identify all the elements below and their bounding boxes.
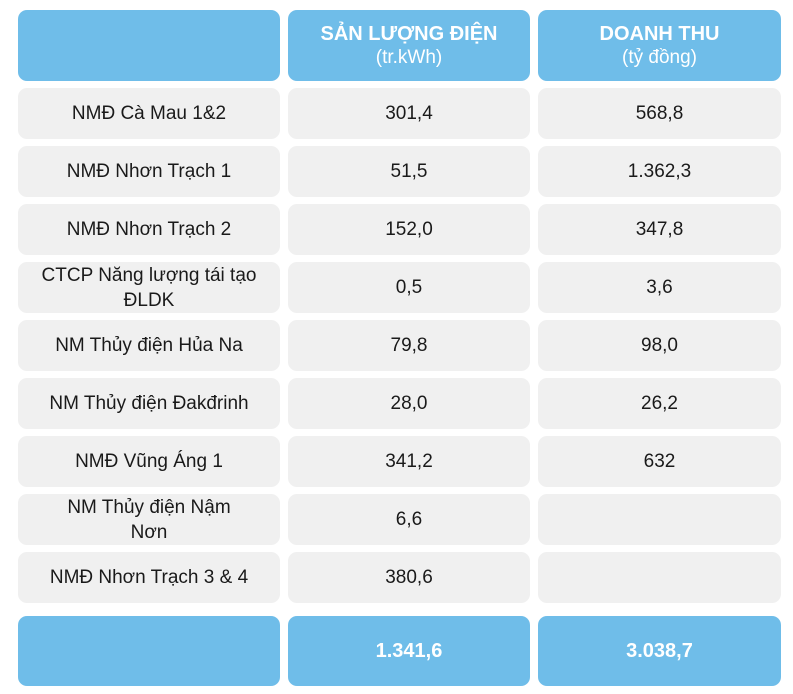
revenue-cell: 568,8 [538,88,781,139]
output-cell: 51,5 [288,146,530,197]
output-cell: 380,6 [288,552,530,603]
total-output-cell: 1.341,6 [288,616,530,686]
total-revenue-cell: 3.038,7 [538,616,781,686]
output-cell: 301,4 [288,88,530,139]
revenue-cell: 3,6 [538,262,781,313]
revenue-cell: 347,8 [538,204,781,255]
header-output-unit: (tr.kWh) [375,47,443,68]
plant-name-cell: NMĐ Nhơn Trạch 3 & 4 [18,552,280,603]
header-empty-cell [18,10,280,81]
revenue-cell: 98,0 [538,320,781,371]
revenue-cell: 632 [538,436,781,487]
header-revenue-title: DOANH THU [599,23,720,45]
output-cell: 152,0 [288,204,530,255]
plant-name-cell: NMĐ Nhơn Trạch 2 [18,204,280,255]
plant-name-cell: CTCP Năng lượng tái tạo ĐLDK [18,262,280,313]
total-label-cell [18,616,280,686]
revenue-cell: 26,2 [538,378,781,429]
output-cell: 341,2 [288,436,530,487]
revenue-cell [538,552,781,603]
header-revenue-cell: DOANH THU (tỷ đồng) [538,10,781,81]
plant-name-cell: NM Thủy điện Hủa Na [18,320,280,371]
header-output-title: SẢN LƯỢNG ĐIỆN [320,23,498,45]
output-cell: 0,5 [288,262,530,313]
revenue-cell: 1.362,3 [538,146,781,197]
output-cell: 6,6 [288,494,530,545]
header-revenue-unit: (tỷ đồng) [622,47,697,68]
plant-name-cell: NM Thủy điện Đakđrinh [18,378,280,429]
plant-name-cell: NM Thủy điện Nậm Nơn [18,494,280,545]
revenue-cell [538,494,781,545]
output-cell: 79,8 [288,320,530,371]
plant-name-cell: NMĐ Cà Mau 1&2 [18,88,280,139]
output-cell: 28,0 [288,378,530,429]
header-output-cell: SẢN LƯỢNG ĐIỆN (tr.kWh) [288,10,530,81]
plant-name-cell: NMĐ Vũng Áng 1 [18,436,280,487]
plant-name-cell: NMĐ Nhơn Trạch 1 [18,146,280,197]
